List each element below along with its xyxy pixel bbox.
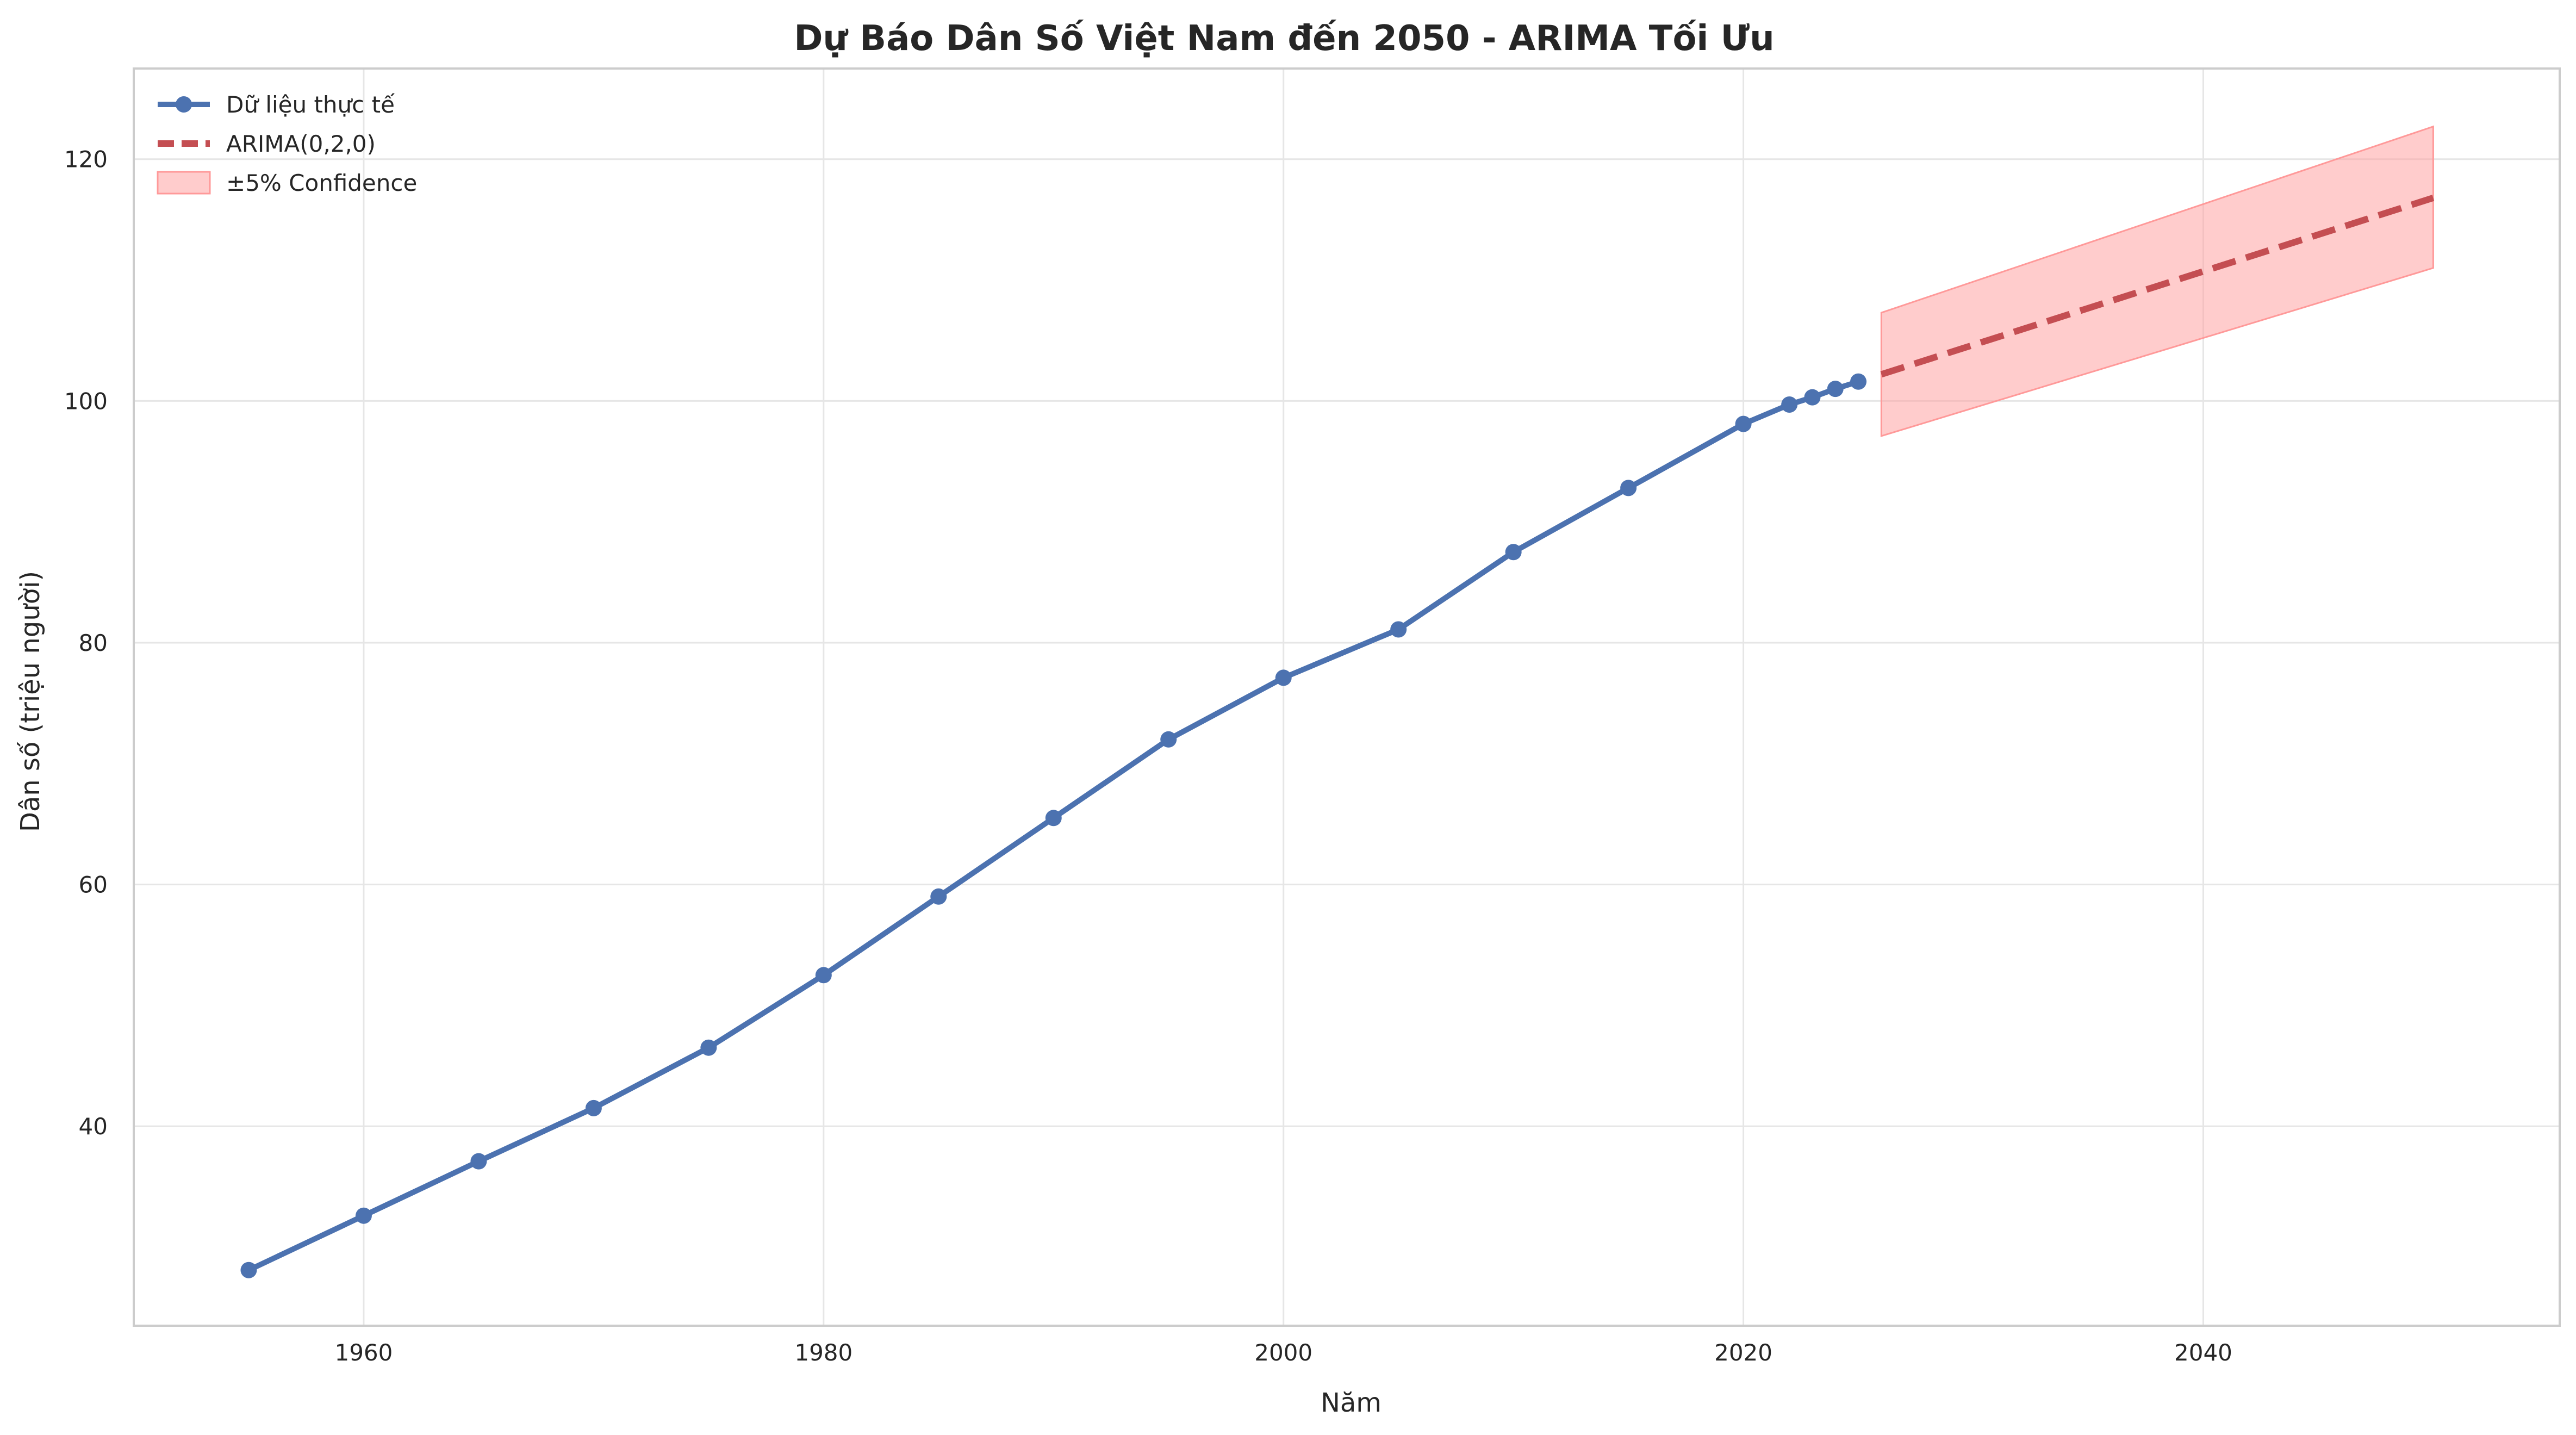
legend-label: ±5% Confidence — [226, 170, 417, 196]
actual-data-point — [1850, 373, 1867, 390]
actual-data-point — [930, 888, 947, 905]
chart-title: Dự Báo Dân Số Việt Nam đến 2050 - ARIMA … — [794, 18, 1774, 59]
legend-label: ARIMA(0,2,0) — [226, 131, 376, 157]
legend: Dữ liệu thực tế ARIMA(0,2,0) ±5% Confidenc… — [157, 91, 417, 196]
confidence-band-layer — [1880, 125, 2434, 437]
y-tick-label: 100 — [64, 388, 108, 414]
legend-swatch-band — [157, 171, 211, 195]
actual-data-point — [700, 1039, 717, 1056]
x-axis-label: Năm — [1321, 1388, 1382, 1418]
x-tick-label: 2000 — [1254, 1339, 1312, 1366]
grid — [134, 69, 2560, 1326]
tick-labels: 1960 1980 2000 2020 2040 40 60 80 100 120 — [64, 146, 2232, 1366]
actual-data-point — [1620, 480, 1637, 496]
x-tick-label: 1960 — [334, 1339, 393, 1366]
legend-marker-actual — [176, 96, 192, 113]
actual-data-point — [1804, 389, 1821, 406]
plot-frame — [133, 67, 2561, 1327]
y-tick-label: 60 — [79, 872, 108, 898]
confidence-band — [1880, 125, 2434, 437]
actual-data-point — [1275, 669, 1292, 686]
actual-data-point — [1045, 810, 1062, 827]
y-axis-label: Dân số (triệu người) — [15, 571, 46, 832]
actual-data-point — [355, 1207, 372, 1224]
actual-data-point — [470, 1153, 487, 1170]
y-tick-label: 80 — [79, 630, 108, 656]
x-tick-label: 2020 — [1714, 1339, 1772, 1366]
legend-label: Dữ liệu thực tế — [226, 91, 395, 118]
actual-data-point — [1390, 621, 1407, 638]
series-layer — [240, 195, 2435, 1278]
x-tick-label: 1980 — [794, 1339, 853, 1366]
forecast-line — [1880, 195, 2435, 378]
actual-data-point — [585, 1099, 602, 1116]
actual-data-point — [1160, 731, 1177, 748]
actual-data-point — [1827, 381, 1844, 397]
actual-data-point — [1735, 415, 1752, 432]
y-tick-label: 120 — [64, 146, 108, 173]
actual-data-point — [240, 1262, 257, 1278]
y-tick-label: 40 — [79, 1113, 108, 1140]
actual-data-point — [815, 967, 832, 984]
actual-data-point — [1781, 396, 1798, 413]
x-tick-label: 2040 — [2174, 1339, 2232, 1366]
actual-data-point — [1505, 544, 1522, 561]
